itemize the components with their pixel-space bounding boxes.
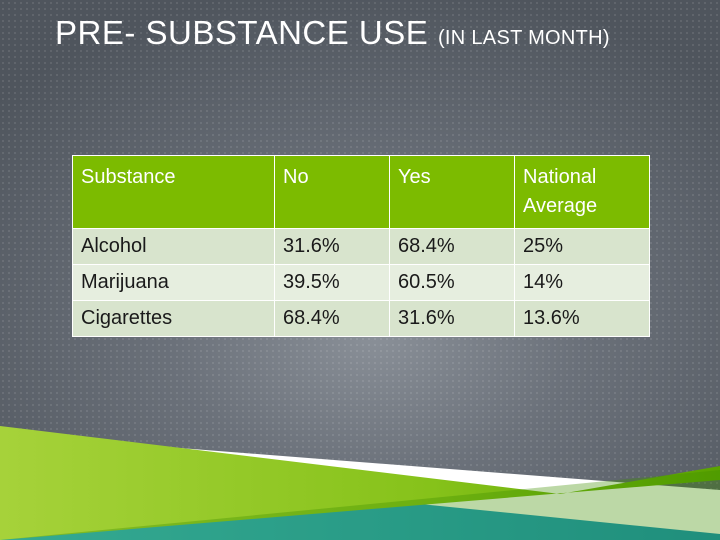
cell-national-average: 25% xyxy=(514,228,650,265)
cell-no: 39.5% xyxy=(274,264,390,301)
slide-title-main: PRE- SUBSTANCE USE xyxy=(55,14,429,51)
cell-substance: Alcohol xyxy=(72,228,275,265)
table-row: Cigarettes 68.4% 31.6% 13.6% xyxy=(72,300,650,337)
cell-yes: 31.6% xyxy=(389,300,515,337)
slide-title: PRE- SUBSTANCE USE (IN LAST MONTH) xyxy=(55,14,610,52)
slide-title-sub: (IN LAST MONTH) xyxy=(437,27,610,49)
cell-substance: Cigarettes xyxy=(72,300,275,337)
header-national-average: National Average xyxy=(514,155,650,229)
cell-no: 31.6% xyxy=(274,228,390,265)
cell-national-average: 13.6% xyxy=(514,300,650,337)
header-no: No xyxy=(274,155,390,229)
header-yes: Yes xyxy=(389,155,515,229)
table-row: Alcohol 31.6% 68.4% 25% xyxy=(72,228,650,265)
accent-green-band xyxy=(0,426,720,540)
accent-dark-green-band xyxy=(0,470,720,540)
substance-use-table: Substance No Yes National Average Alcoho… xyxy=(72,155,650,337)
table-row: Marijuana 39.5% 60.5% 14% xyxy=(72,264,650,301)
header-substance: Substance xyxy=(72,155,275,229)
cell-no: 68.4% xyxy=(274,300,390,337)
cell-yes: 68.4% xyxy=(389,228,515,265)
cell-substance: Marijuana xyxy=(72,264,275,301)
cell-national-average: 14% xyxy=(514,264,650,301)
table-header-row: Substance No Yes National Average xyxy=(72,155,650,229)
cell-yes: 60.5% xyxy=(389,264,515,301)
